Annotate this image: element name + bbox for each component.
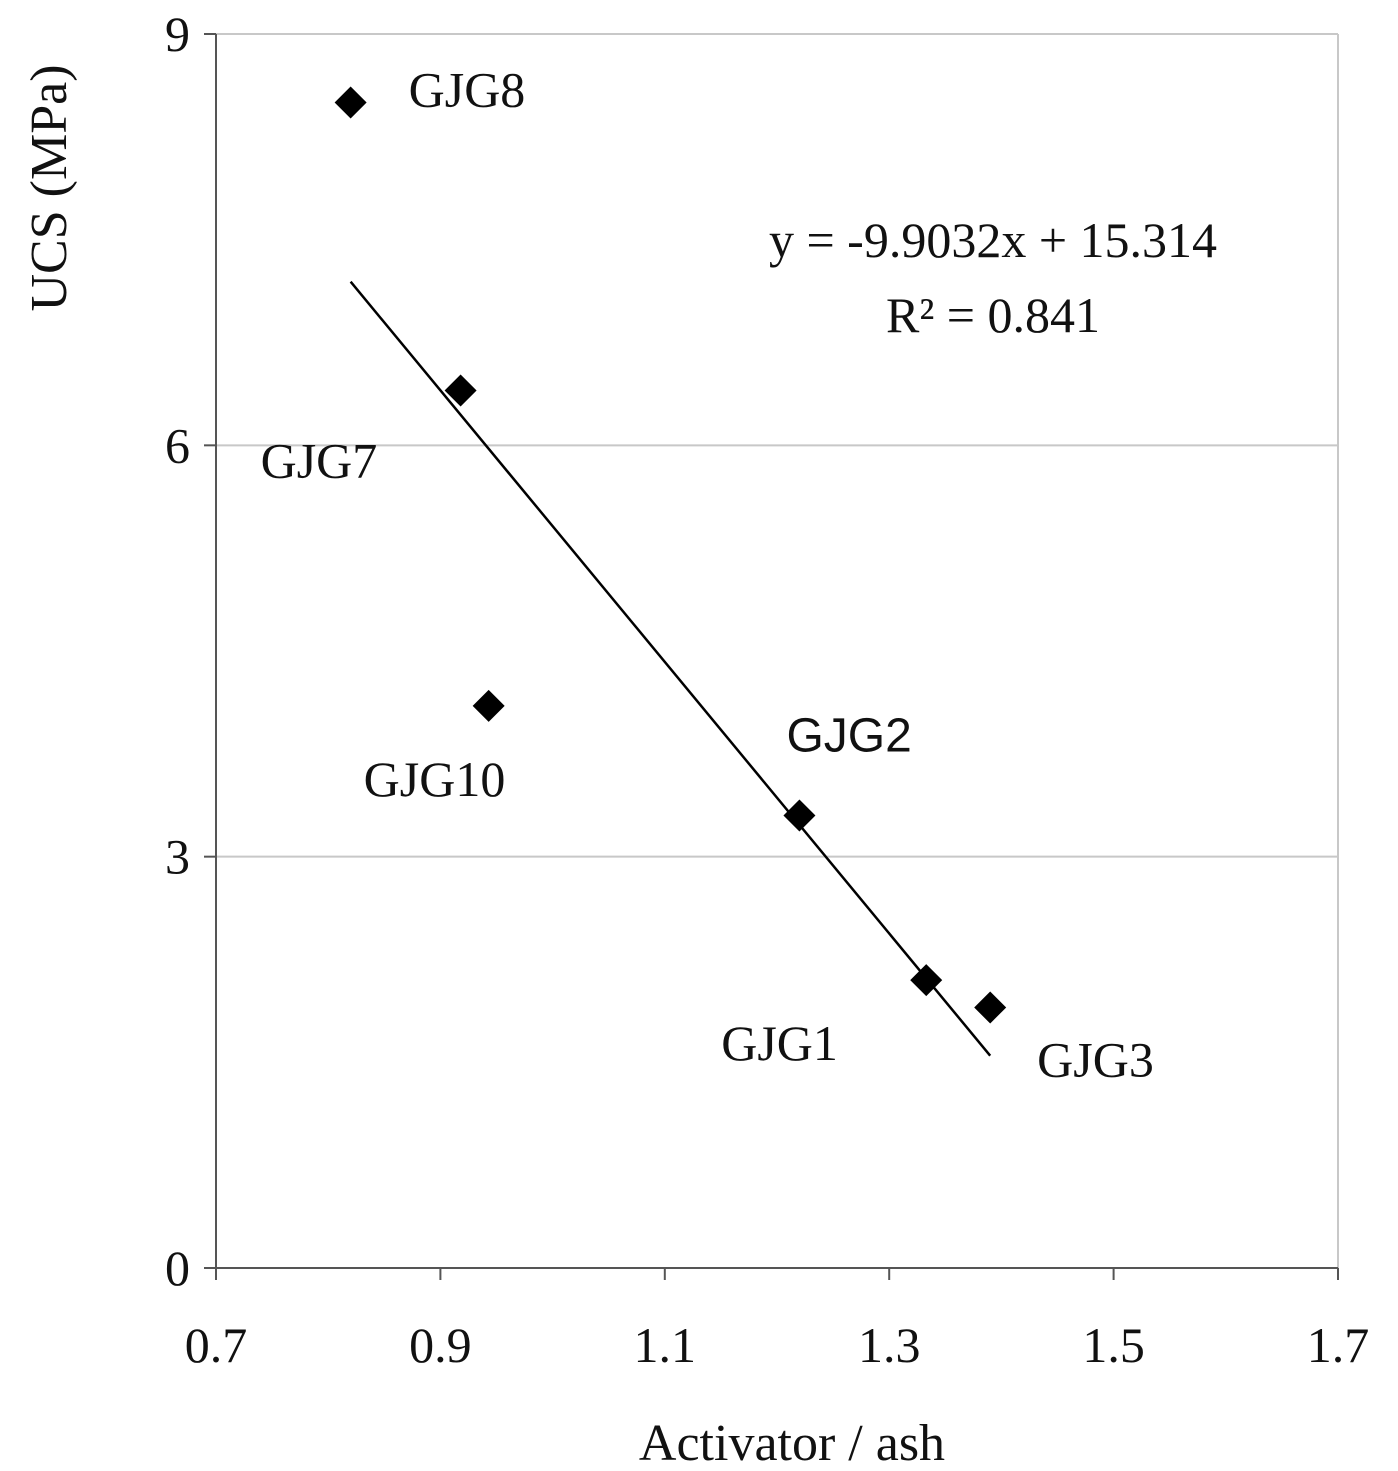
y-tick-label: 3 xyxy=(165,829,190,885)
gridlines xyxy=(216,33,1339,1268)
y-tick-label: 9 xyxy=(165,6,190,62)
point-label-gjg8: GJG8 xyxy=(409,62,526,118)
point-label-gjg3: GJG3 xyxy=(1037,1031,1154,1087)
y-axis-title: UCS (MPa) xyxy=(21,64,78,311)
x-tick-label: 0.7 xyxy=(185,1317,248,1373)
data-point-gjg8 xyxy=(334,86,367,119)
data-point-gjg7 xyxy=(444,374,477,407)
trendline-group xyxy=(349,280,992,1057)
trendline xyxy=(349,280,992,1057)
point-label-gjg1: GJG1 xyxy=(721,1015,838,1071)
data-point-gjg3 xyxy=(974,991,1007,1024)
data-point-gjg2 xyxy=(783,799,816,832)
axes: 0 3 6 9 0.7 0.9 1.1 1.3 1.5 1.7 xyxy=(165,6,1369,1373)
trendline-r-squared: R² = 0.841 xyxy=(886,287,1100,343)
x-tick-label: 1.5 xyxy=(1082,1317,1145,1373)
x-axis-title: Activator / ash xyxy=(639,1415,945,1471)
x-tick-label: 0.9 xyxy=(409,1317,472,1373)
x-tick-label: 1.3 xyxy=(858,1317,921,1373)
trendline-equation: y = -9.9032x + 15.314 xyxy=(769,212,1217,268)
data-point-gjg1 xyxy=(910,964,943,997)
point-label-gjg7: GJG7 xyxy=(261,432,378,488)
point-labels: GJG8 GJG7 GJG10 GJG2 GJG1 GJG3 xyxy=(261,62,1154,1088)
y-tick-label: 6 xyxy=(165,417,190,473)
y-tick-label: 0 xyxy=(165,1240,190,1296)
data-points xyxy=(334,86,1007,1024)
point-label-gjg2: GJG2 xyxy=(786,710,911,763)
point-label-gjg10: GJG10 xyxy=(364,751,506,807)
data-point-gjg10 xyxy=(472,689,505,722)
x-tick-label: 1.7 xyxy=(1307,1317,1370,1373)
x-tick-label: 1.1 xyxy=(634,1317,697,1373)
